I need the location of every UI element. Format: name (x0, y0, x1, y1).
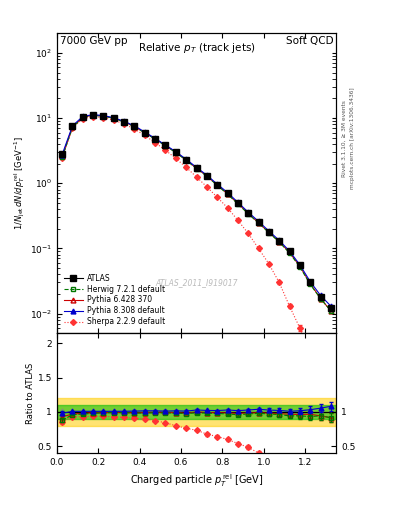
Text: mcplots.cern.ch [arXiv:1306.3436]: mcplots.cern.ch [arXiv:1306.3436] (351, 88, 355, 189)
Bar (57, 398, 336, 425)
X-axis label: Charged particle $p_T^{\,\mathrm{rel}}$ [GeV]: Charged particle $p_T^{\,\mathrm{rel}}$ … (130, 473, 263, 489)
Text: 7000 GeV pp: 7000 GeV pp (60, 36, 127, 46)
Text: Soft QCD: Soft QCD (286, 36, 333, 46)
Text: ATLAS_2011_I919017: ATLAS_2011_I919017 (155, 278, 238, 287)
Text: Rivet 3.1.10, ≥ 3M events: Rivet 3.1.10, ≥ 3M events (342, 100, 346, 177)
Y-axis label: Ratio to ATLAS: Ratio to ATLAS (26, 362, 35, 424)
Legend: ATLAS, Herwig 7.2.1 default, Pythia 6.428 370, Pythia 8.308 default, Sherpa 2.2.: ATLAS, Herwig 7.2.1 default, Pythia 6.42… (61, 271, 168, 329)
Text: Relative $p_T$ (track jets): Relative $p_T$ (track jets) (138, 41, 255, 55)
Y-axis label: $1/N_\mathrm{jet}\,dN/dp_T^\mathrm{rel}$ [GeV$^{-1}$]: $1/N_\mathrm{jet}\,dN/dp_T^\mathrm{rel}$… (13, 136, 27, 230)
Bar (57, 405, 336, 419)
